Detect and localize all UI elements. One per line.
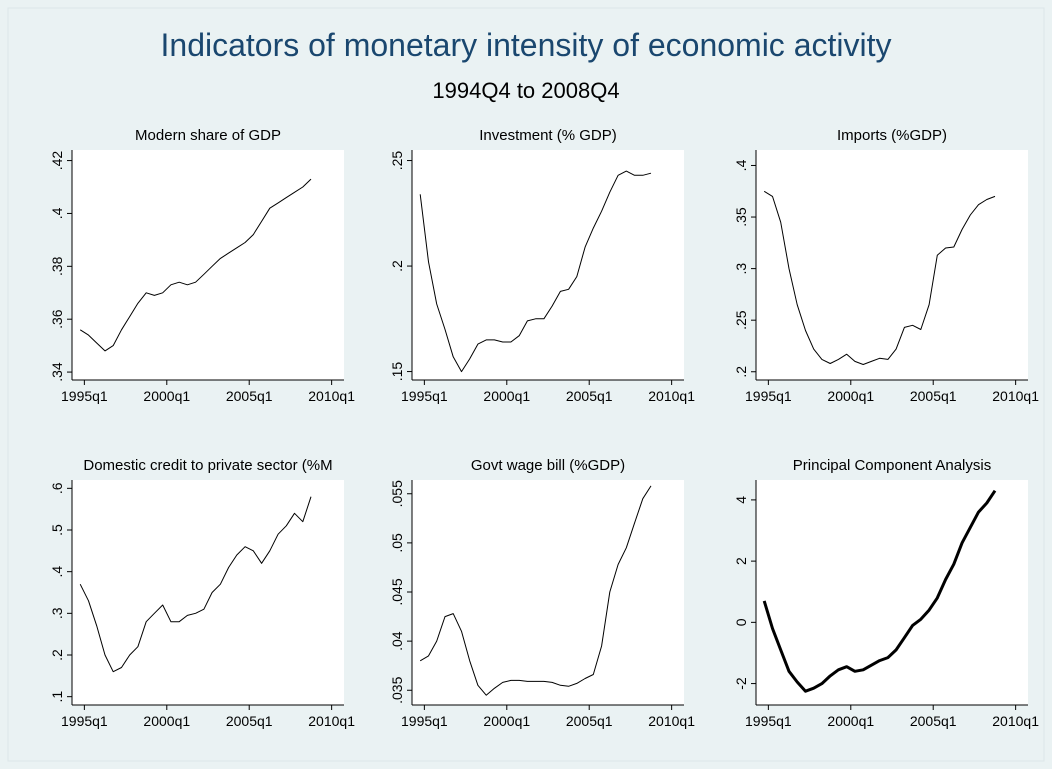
y-tick-label: .6 — [49, 482, 65, 494]
x-tick-label: 1995q1 — [745, 713, 792, 729]
y-tick-label: .4 — [49, 207, 65, 219]
y-tick-label: .05 — [389, 533, 405, 553]
x-tick-label: 2005q1 — [226, 713, 273, 729]
plot-area — [756, 480, 1028, 705]
panel-title: Principal Component Analysis — [793, 457, 991, 474]
y-tick-label: .3 — [49, 607, 65, 619]
panel-title: Modern share of GDP — [135, 127, 281, 144]
panel-title: Imports (%GDP) — [837, 127, 947, 144]
plot-area — [412, 150, 684, 380]
plot-area — [756, 150, 1028, 380]
y-tick-label: .2 — [49, 649, 65, 661]
y-tick-label: .15 — [389, 362, 405, 382]
y-tick-label: .2 — [389, 260, 405, 272]
x-tick-label: 2010q1 — [992, 388, 1039, 404]
x-tick-label: 2000q1 — [827, 388, 874, 404]
x-tick-label: 1995q1 — [401, 713, 448, 729]
x-tick-label: 2000q1 — [143, 713, 190, 729]
panel-title: Investment (% GDP) — [479, 127, 617, 144]
x-tick-label: 1995q1 — [61, 713, 108, 729]
panel-title: Domestic credit to private sector (%M — [83, 457, 332, 474]
x-tick-label: 2005q1 — [566, 388, 613, 404]
x-tick-label: 2005q1 — [226, 388, 273, 404]
y-tick-label: 4 — [733, 496, 749, 504]
y-tick-label: .3 — [733, 263, 749, 275]
y-tick-label: 2 — [733, 557, 749, 565]
plot-area — [72, 150, 344, 380]
x-tick-label: 2010q1 — [308, 713, 355, 729]
y-tick-label: .2 — [733, 366, 749, 378]
data-line — [763, 190, 996, 365]
x-tick-label: 1995q1 — [401, 388, 448, 404]
plot-area — [412, 480, 684, 705]
x-tick-label: 2005q1 — [566, 713, 613, 729]
x-tick-label: 2005q1 — [910, 713, 957, 729]
x-tick-label: 2010q1 — [992, 713, 1039, 729]
y-tick-label: .4 — [49, 566, 65, 578]
data-line — [79, 496, 312, 673]
y-tick-label: .5 — [49, 524, 65, 536]
y-tick-label: .36 — [49, 309, 65, 329]
chart-title: Indicators of monetary intensity of econ… — [161, 27, 892, 63]
data-line — [79, 178, 312, 352]
y-tick-label: .4 — [733, 159, 749, 171]
y-tick-label: 0 — [733, 618, 749, 626]
chart-subtitle: 1994Q4 to 2008Q4 — [432, 78, 619, 103]
y-tick-label: .04 — [389, 631, 405, 651]
y-tick-label: .25 — [389, 151, 405, 171]
x-tick-label: 2010q1 — [308, 388, 355, 404]
y-tick-label: .1 — [49, 691, 65, 703]
x-tick-label: 2010q1 — [648, 388, 695, 404]
y-tick-label: -2 — [733, 677, 749, 690]
x-tick-label: 1995q1 — [61, 388, 108, 404]
x-tick-label: 2000q1 — [483, 388, 530, 404]
y-tick-label: .38 — [49, 256, 65, 276]
y-tick-label: .42 — [49, 151, 65, 171]
x-tick-label: 2005q1 — [910, 388, 957, 404]
x-tick-label: 2000q1 — [827, 713, 874, 729]
panel-title: Govt wage bill (%GDP) — [471, 457, 625, 474]
x-tick-label: 2010q1 — [648, 713, 695, 729]
y-tick-label: .055 — [389, 480, 405, 507]
y-tick-label: .35 — [733, 207, 749, 227]
x-tick-label: 2000q1 — [143, 388, 190, 404]
frame — [7, 7, 1045, 762]
data-line — [419, 170, 652, 373]
x-tick-label: 1995q1 — [745, 388, 792, 404]
y-tick-label: .035 — [389, 676, 405, 703]
data-line — [419, 485, 652, 696]
y-tick-label: .25 — [733, 310, 749, 330]
y-tick-label: .34 — [49, 362, 65, 382]
y-tick-label: .045 — [389, 578, 405, 605]
data-line — [762, 489, 997, 693]
x-tick-label: 2000q1 — [483, 713, 530, 729]
